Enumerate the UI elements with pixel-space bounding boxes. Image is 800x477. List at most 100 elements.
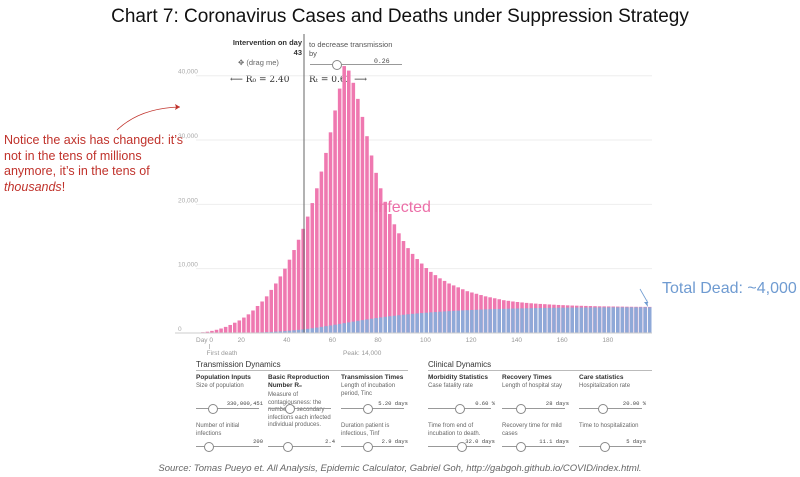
- control-slider-track[interactable]: [502, 408, 565, 409]
- dead-bar: [283, 331, 287, 333]
- annotation-text: Notice the axis has changed: it’s not in…: [4, 133, 184, 178]
- infected-bar: [365, 136, 369, 333]
- dead-bar: [616, 307, 620, 333]
- y-tick-label: 0: [178, 326, 182, 333]
- dead-arrow: [639, 288, 649, 304]
- infected-bar: [283, 268, 287, 333]
- drag-hint[interactable]: ✥ (drag me): [238, 58, 279, 67]
- control-slider-track-2[interactable]: [502, 446, 565, 447]
- dead-bar: [401, 314, 406, 333]
- dead-bar: [337, 323, 342, 333]
- drag-icon: ✥: [238, 58, 245, 67]
- control-slider-knob-2[interactable]: [457, 442, 467, 452]
- dead-bar: [315, 327, 319, 333]
- annotation-arrow-head: [175, 104, 180, 110]
- control-slider-track-2[interactable]: [268, 446, 331, 447]
- dead-bar: [342, 323, 346, 333]
- x-tick-label: 160: [557, 337, 568, 344]
- control-slider-track[interactable]: [268, 408, 331, 409]
- control-description: Length of incubation period, Tinc: [341, 383, 396, 397]
- control-description: Size of population: [196, 383, 244, 389]
- control-value: 0.60 %: [475, 400, 495, 407]
- clinical-dynamics-title: Clinical Dynamics: [428, 360, 492, 369]
- control-slider-track-2[interactable]: [579, 446, 642, 447]
- control-value: 5.20 days: [378, 400, 408, 407]
- x-tick-labels: Day 0 20 40 60 80 100 120 140 160 180: [196, 337, 614, 344]
- dead-bar: [570, 307, 574, 333]
- infected-bar: [401, 241, 406, 333]
- dead-bar: [506, 308, 511, 333]
- dead-bar: [351, 321, 356, 333]
- infected-bar: [301, 228, 305, 333]
- dead-bar: [287, 330, 292, 333]
- dead-bar: [296, 329, 301, 333]
- source-caption: Source: Tomas Pueyo et. All Analysis, Ep…: [158, 463, 642, 474]
- infected-bar: [328, 132, 333, 333]
- control-slider-knob[interactable]: [285, 404, 295, 414]
- intervention-header: Intervention on day: [232, 38, 302, 47]
- control-slider-knob-2[interactable]: [283, 442, 293, 452]
- dead-bar: [392, 315, 397, 333]
- control-description: Case fatality rate: [428, 383, 474, 389]
- control-slider-knob[interactable]: [455, 404, 465, 414]
- dead-bar: [502, 308, 506, 333]
- infected-bar: [424, 268, 429, 333]
- control-value-2: 32.0 days: [465, 438, 495, 445]
- dead-bar: [625, 307, 629, 333]
- dead-bar: [346, 322, 351, 333]
- control-value: 20.00 %: [622, 400, 646, 407]
- infected-bar: [260, 301, 264, 333]
- infected-bar: [378, 188, 383, 333]
- infected-bar: [305, 216, 310, 333]
- decrease-slider-track[interactable]: [310, 64, 402, 65]
- decrease-slider-knob[interactable]: [332, 60, 342, 70]
- infected-bar: [242, 317, 246, 333]
- control-slider-knob-2[interactable]: [204, 442, 214, 452]
- dead-bar: [410, 313, 415, 333]
- dead-bar: [274, 331, 278, 333]
- control-slider-knob-2[interactable]: [516, 442, 526, 452]
- infected-bar: [406, 248, 410, 333]
- control-slider-knob[interactable]: [598, 404, 608, 414]
- infected-bar: [356, 98, 360, 333]
- dead-bar: [301, 329, 305, 333]
- infected-bar: [310, 203, 315, 333]
- dead-bar: [429, 312, 433, 333]
- dead-bar: [383, 316, 388, 333]
- control-slider-track[interactable]: [196, 408, 259, 409]
- control-heading: Recovery Times: [502, 374, 552, 381]
- control-value: 330,000,451: [226, 400, 263, 407]
- control-slider-knob[interactable]: [516, 404, 526, 414]
- dead-bar: [465, 310, 470, 333]
- control-slider-knob[interactable]: [363, 404, 373, 414]
- dead-bar: [397, 315, 401, 333]
- dead-bar: [406, 314, 410, 333]
- control-slider-track[interactable]: [579, 408, 642, 409]
- infected-bar: [429, 271, 433, 333]
- control-slider-knob-2[interactable]: [600, 442, 610, 452]
- infected-bar: [269, 289, 274, 333]
- infected-bar: [419, 263, 424, 333]
- control-slider-knob-2[interactable]: [363, 442, 373, 452]
- infected-bar: [319, 171, 324, 333]
- infected-bar: [337, 88, 342, 333]
- infected-bar: [210, 330, 214, 333]
- dead-series-label: Total Dead: ~4,000: [662, 280, 797, 297]
- infected-bar: [296, 239, 301, 333]
- infected-bar: [315, 188, 319, 333]
- control-description: Measure of contagiousness: the number of…: [268, 392, 331, 428]
- x-tick-label: 60: [329, 337, 337, 344]
- annotation-arrow: [116, 106, 181, 131]
- infected-bar: [360, 116, 365, 334]
- dead-bar: [643, 307, 647, 333]
- dead-bar: [565, 307, 570, 333]
- infected-bar: [415, 259, 419, 333]
- control-slider-knob[interactable]: [208, 404, 218, 414]
- infected-bar: [223, 326, 228, 333]
- control-slider-track-2[interactable]: [196, 446, 259, 447]
- infected-bar: [237, 320, 242, 333]
- dead-bar: [456, 310, 460, 333]
- dead-bar: [419, 313, 424, 333]
- infected-bar: [410, 253, 415, 333]
- x-tick-label: 100: [420, 337, 431, 344]
